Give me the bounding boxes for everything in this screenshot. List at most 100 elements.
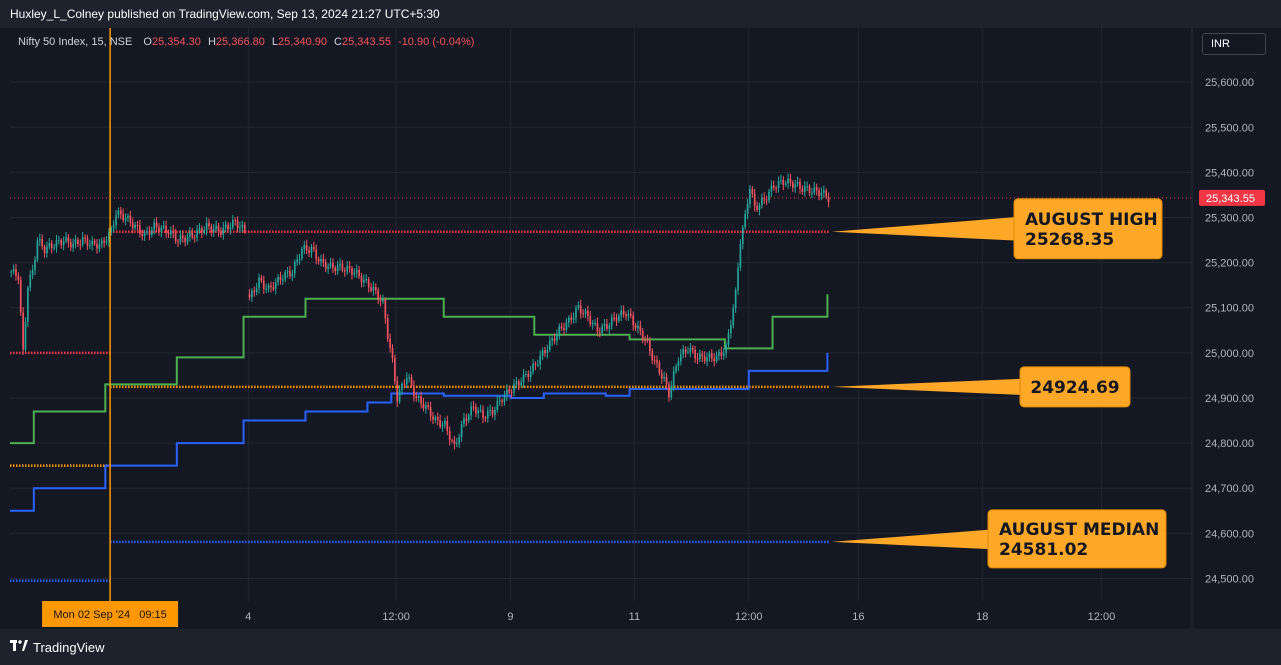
candle-body: [398, 389, 401, 402]
candle-body: [415, 396, 418, 399]
last-price-label: 25,343.55: [1206, 193, 1255, 205]
candle-body: [811, 192, 813, 194]
candle-body: [65, 237, 67, 242]
candle-body: [384, 299, 387, 319]
candle-body: [108, 232, 110, 242]
candle-body: [351, 268, 353, 275]
candle-body: [808, 186, 811, 193]
y-tick-label: 24,800.00: [1205, 438, 1254, 450]
candle-body: [534, 363, 537, 365]
candle-body: [29, 274, 32, 288]
candle-body: [160, 227, 163, 233]
candle-body: [603, 323, 606, 326]
candle-body: [501, 400, 503, 403]
candle-body: [315, 249, 318, 259]
candle-body: [139, 225, 141, 234]
candle-body: [489, 409, 492, 412]
candle-body: [62, 241, 65, 245]
candle-body: [236, 220, 239, 229]
candle-body: [336, 265, 339, 272]
candle-body: [22, 312, 24, 350]
candle-body: [124, 217, 127, 221]
change-value: -10.90 (-0.04%): [398, 36, 475, 48]
candle-body: [772, 185, 775, 188]
candle-body: [12, 269, 15, 272]
y-axis[interactable]: 24,500.00 24,600.00 24,700.00 24,800.00 24,9…: [1199, 77, 1265, 585]
candle-body: [258, 277, 260, 289]
candle-body: [486, 411, 489, 419]
x-axis[interactable]: 4 12:00 9 11 12:00 16 18 12:00: [245, 611, 1115, 623]
candle-body: [167, 232, 170, 235]
candle-body: [732, 308, 735, 326]
candle-body: [434, 417, 437, 420]
candle-body: [725, 344, 727, 354]
candle-body: [825, 190, 828, 198]
grid-lines: [10, 28, 1193, 629]
candle-body: [341, 263, 344, 271]
candles: [10, 173, 830, 450]
x-tick-label: 12:00: [382, 611, 410, 623]
candle-body: [522, 374, 525, 383]
candle-body: [191, 232, 194, 238]
x-tick-label: 18: [976, 611, 988, 623]
candle-body: [827, 197, 830, 202]
candle-body: [634, 325, 637, 329]
x-tick-label: 12:00: [1088, 611, 1116, 623]
candle-body: [117, 210, 120, 216]
candle-body: [432, 416, 434, 420]
candle-body: [212, 228, 215, 233]
august-high-callout-title: AUGUST HIGH: [1025, 210, 1158, 230]
last-price-tag: [1199, 189, 1265, 206]
candle-body: [239, 227, 241, 229]
candle-body: [563, 328, 565, 330]
candle-body: [679, 354, 682, 362]
candle-body: [317, 258, 320, 262]
candle-body: [425, 405, 427, 409]
close-value: 25,343.55: [342, 36, 391, 48]
candle-body: [346, 266, 349, 272]
open-label: O: [143, 36, 152, 48]
candle-body: [663, 376, 665, 379]
candle-body: [19, 279, 22, 313]
candle-body: [801, 188, 804, 192]
candle-body: [565, 322, 568, 330]
candle-body: [112, 225, 115, 228]
candle-body: [782, 179, 785, 185]
candle-body: [310, 246, 313, 253]
candle-body: [136, 224, 139, 226]
candle-body: [67, 237, 70, 243]
candle-body: [274, 282, 277, 290]
crosshair: Mon 02 Sep '24 09:15: [42, 28, 179, 627]
candle-body: [141, 233, 144, 237]
candle-body: [262, 280, 265, 289]
candle-body: [360, 276, 363, 283]
candle-body: [682, 348, 685, 355]
candle-body: [391, 347, 394, 358]
candle-body: [510, 392, 513, 394]
low-label: L: [271, 36, 279, 48]
candle-body: [119, 210, 122, 214]
candle-body: [31, 270, 34, 275]
candle-body: [205, 222, 208, 231]
tradingview-logo-icon: [10, 639, 28, 655]
y-tick-label: 25,600.00: [1205, 77, 1254, 89]
candle-body: [696, 358, 699, 360]
candle-body: [372, 286, 375, 291]
candle-body: [324, 262, 327, 269]
footer-bar: TradingView: [0, 629, 1281, 665]
candle-body: [551, 338, 553, 341]
candle-body: [496, 400, 499, 410]
currency-button[interactable]: INR: [1202, 33, 1266, 55]
candle-body: [784, 183, 787, 185]
open-value: 25,354.30: [151, 36, 201, 48]
candle-body: [165, 225, 167, 233]
candle-body: [401, 383, 403, 390]
candle-body: [541, 350, 544, 356]
candle-body: [577, 305, 580, 309]
x-tick-label: 9: [507, 611, 513, 623]
candle-body: [694, 350, 696, 359]
candle-body: [177, 241, 179, 243]
candle-body: [720, 351, 723, 356]
candle-body: [475, 406, 477, 414]
